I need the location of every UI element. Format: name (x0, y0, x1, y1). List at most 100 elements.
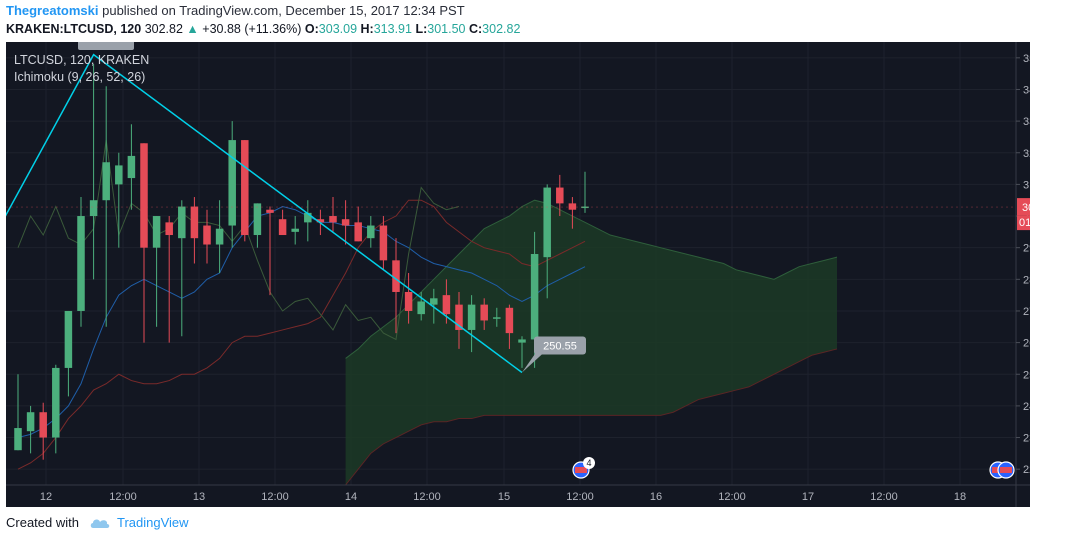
candle-body (354, 222, 362, 242)
candle-body (203, 225, 211, 245)
author-link[interactable]: Thegreatomski (6, 3, 99, 18)
low-label: L: (415, 22, 428, 36)
x-tick-label: 14 (345, 491, 357, 503)
y-tick-label: 260.00 (1023, 338, 1030, 350)
candle-body (77, 216, 85, 311)
price-axis-panel (1016, 42, 1030, 507)
x-tick-label: 13 (193, 491, 205, 503)
low-callout-label: 250.55 (543, 341, 577, 353)
candle-body (543, 187, 551, 258)
ichimoku-lines (17, 140, 586, 470)
last-price-tag (1017, 198, 1030, 216)
candle-body (52, 367, 60, 438)
candle-body (266, 209, 274, 213)
last-price: 302.82 (144, 22, 183, 36)
cloud-fill (345, 200, 837, 485)
publish-header: Thegreatomski published on TradingView.c… (6, 3, 465, 18)
x-tick-label: 15 (498, 491, 510, 503)
candles-group (14, 64, 589, 460)
last-price-tag-label: 302.82 (1022, 202, 1030, 214)
ichimoku-cloud (345, 199, 838, 486)
candle-body (556, 187, 564, 204)
candle-body (329, 216, 337, 223)
candle-body (253, 203, 262, 236)
countdown-tag (1017, 215, 1030, 231)
candle-body (530, 254, 539, 340)
candle-body (480, 304, 488, 321)
y-tick-label: 240.00 (1023, 401, 1030, 413)
overlay-group: LTCUSD, 120, KRAKEN Ichimoku (9, 26, 52,… (14, 53, 149, 84)
y-tick-label: 310.00 (1023, 179, 1030, 191)
x-tick-label: 12 (40, 491, 52, 503)
chikou-line (17, 140, 460, 341)
high-callout-bubble (78, 36, 134, 50)
candle-body (140, 143, 148, 248)
candle-body (215, 228, 224, 245)
event-flag-icon-stripe (575, 467, 587, 473)
y-tick-label: 230.00 (1023, 433, 1030, 445)
legend-title: LTCUSD, 120, KRAKEN (14, 53, 149, 67)
candle-body (379, 225, 388, 261)
candle-body (127, 155, 136, 179)
y-tick-label: 340.00 (1023, 84, 1030, 96)
footer: Created with TradingView (6, 515, 189, 530)
x-tick-label: 16 (650, 491, 662, 503)
candle-body (505, 307, 514, 334)
candle-body (228, 140, 236, 226)
tradingview-link[interactable]: TradingView (116, 515, 189, 530)
candle-body (14, 428, 22, 451)
symbol-label: KRAKEN:LTCUSD, 120 (6, 22, 142, 36)
candle-body (581, 206, 589, 209)
x-tick-label: 17 (802, 491, 814, 503)
candle-body (467, 304, 476, 330)
candle-body (26, 412, 35, 432)
time-axis[interactable]: 12 12:00 13 12:00 14 12:00 15 12:00 16 12:00 17 12:… (6, 457, 1030, 503)
price-change: +30.88 (+11.36%) (202, 22, 302, 36)
published-text: published on TradingView.com, December 1… (102, 3, 465, 18)
candle-body (304, 212, 312, 223)
open-value: 303.09 (318, 22, 358, 36)
candle-body (102, 162, 110, 201)
y-tick-label: 320.00 (1023, 148, 1030, 160)
low-callout-pointer (522, 352, 544, 373)
y-tick-label: 280.00 (1023, 274, 1030, 286)
open-label: O: (304, 22, 319, 36)
candle-body (178, 206, 186, 239)
trendline[interactable] (4, 53, 523, 374)
y-tick-label: 270.00 (1023, 306, 1030, 318)
candle-body (152, 216, 161, 248)
candle-body (89, 200, 98, 217)
ticker-line: KRAKEN:LTCUSD, 120 302.82 ▲ +30.88 (+11.… (6, 22, 520, 36)
chart-area[interactable]: 250.55 220.00 230.00 240.00 250.00 260.00 270… (4, 36, 1062, 507)
x-tick-label: 12:00 (261, 491, 289, 503)
senkou-span-b-line (345, 348, 838, 486)
candle-body (493, 317, 501, 319)
candle-body (64, 310, 73, 368)
candle-body (404, 291, 413, 311)
candle-body (291, 228, 299, 232)
x-tick-label: 12:00 (870, 491, 898, 503)
low-callout-bubble (534, 336, 586, 355)
close-value: 302.82 (482, 22, 521, 36)
candle-body (316, 219, 325, 223)
candle-body (278, 219, 287, 236)
candle-body (455, 304, 463, 330)
candle-body (341, 219, 350, 226)
x-tick-label: 18 (954, 491, 966, 503)
event-count-badge (583, 457, 595, 469)
up-arrow-icon: ▲ (186, 22, 199, 36)
price-chart[interactable]: 250.55 220.00 230.00 240.00 250.00 260.00 270… (4, 36, 1062, 507)
legend-indicator: Ichimoku (9, 26, 52, 26) (14, 70, 145, 84)
y-tick-label: 350.00 (1023, 53, 1030, 65)
candle-body (568, 203, 577, 210)
tenkan-line (17, 206, 586, 439)
x-tick-label: 12:00 (413, 491, 441, 503)
tradingview-logo-icon[interactable] (89, 516, 111, 530)
event-count-label: 4 (586, 458, 591, 468)
kijun-line (17, 199, 586, 470)
countdown-tag-label: 01:25:52 (1019, 217, 1030, 229)
y-tick-label: 250.00 (1023, 369, 1030, 381)
high-value: 313.91 (373, 22, 412, 36)
x-tick-label: 12:00 (109, 491, 137, 503)
x-tick-label: 12:00 (718, 491, 746, 503)
